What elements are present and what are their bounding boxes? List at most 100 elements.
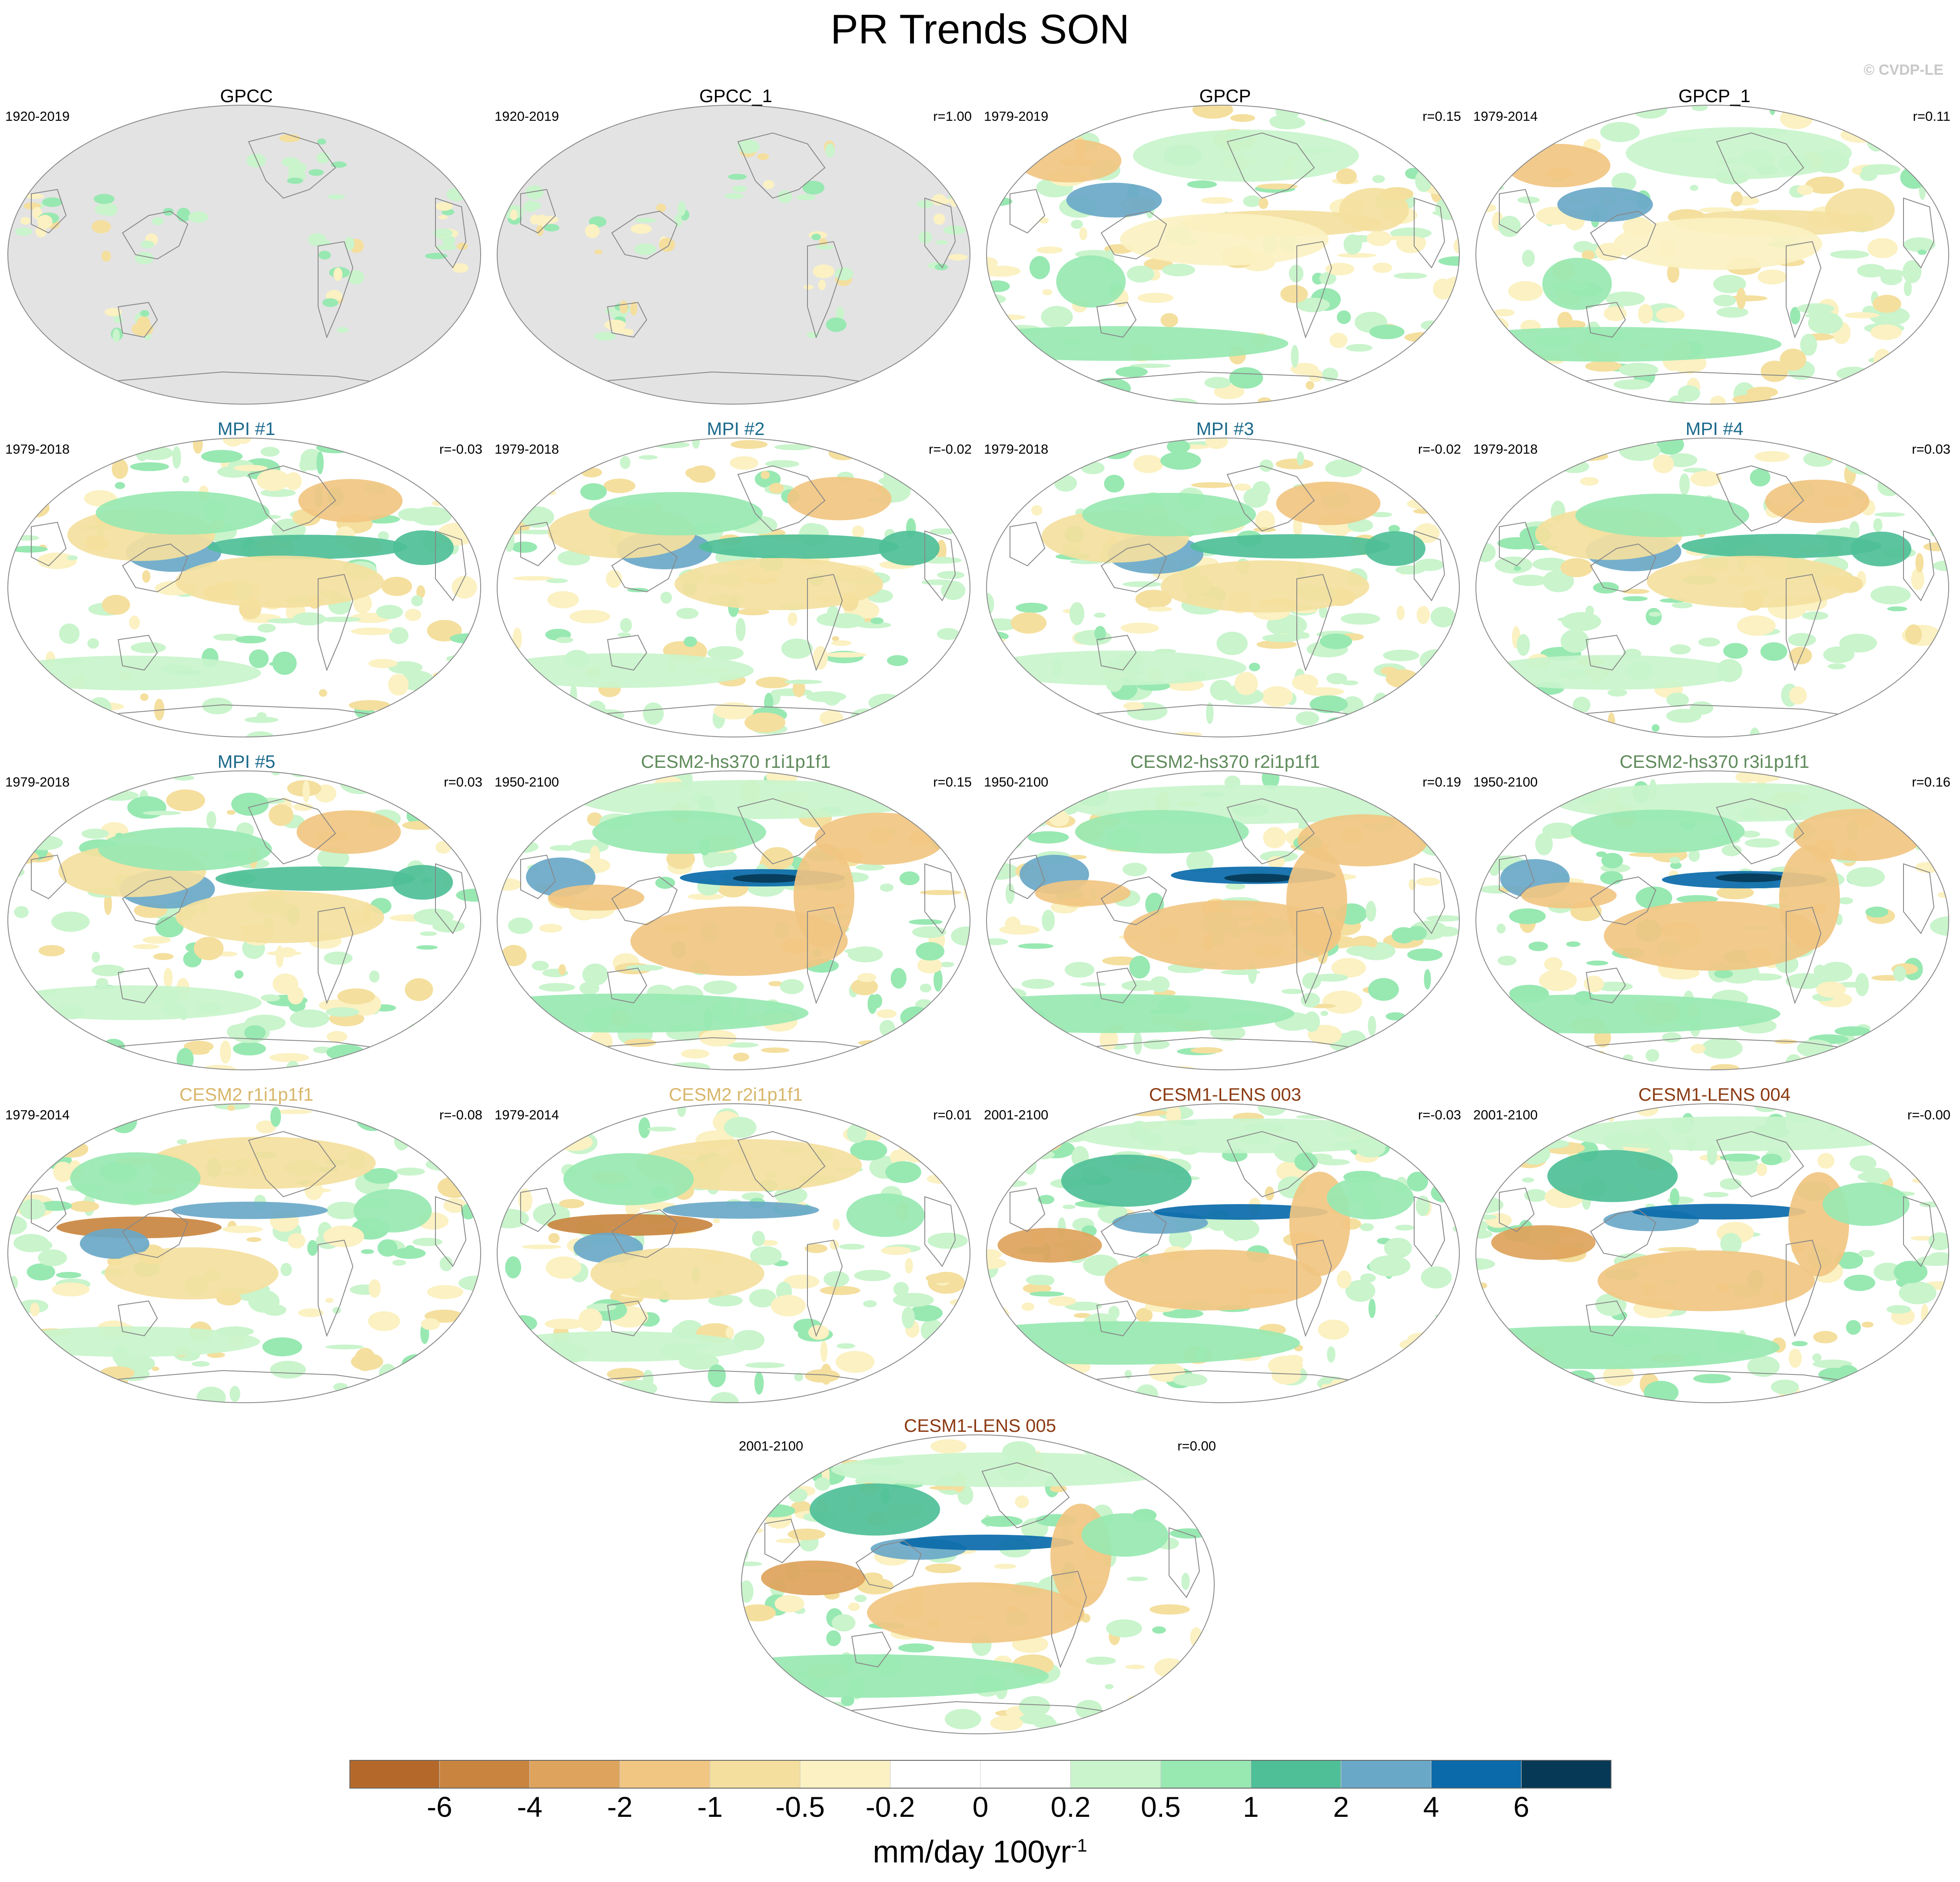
trend-patch xyxy=(1186,850,1214,873)
trend-patch xyxy=(193,936,224,960)
coastline xyxy=(1786,574,1822,671)
trend-patch xyxy=(590,845,600,865)
trend-patch xyxy=(1860,1046,1882,1059)
trend-patch xyxy=(1123,863,1147,876)
trend-patch xyxy=(1094,612,1106,618)
trend-patch xyxy=(347,270,365,285)
trend-patch xyxy=(326,1044,365,1061)
trend-patch xyxy=(741,1604,776,1622)
trend-patch xyxy=(581,467,602,478)
coastline xyxy=(248,132,336,199)
trend-patch xyxy=(926,1273,956,1284)
trend-patch xyxy=(1308,368,1323,382)
trend-patch xyxy=(1750,468,1771,487)
trend-patch xyxy=(140,693,149,701)
trend-patch xyxy=(1478,809,1492,820)
trend-patch xyxy=(1281,989,1304,994)
coastline xyxy=(1585,1300,1626,1337)
coastline xyxy=(1590,876,1657,926)
trend-patch xyxy=(802,180,825,195)
panel-title: MPI #1 xyxy=(217,418,276,439)
coastline xyxy=(1296,574,1332,671)
trend-patch xyxy=(1797,303,1834,314)
panel-period: 1979-2018 xyxy=(5,441,70,457)
trend-feature xyxy=(171,1202,328,1219)
trend-patch xyxy=(1394,272,1427,279)
trend-patch xyxy=(1292,674,1319,691)
trend-patch xyxy=(864,726,897,737)
trend-patch xyxy=(808,1325,829,1340)
trend-patch xyxy=(769,483,784,494)
trend-patch xyxy=(1813,1331,1837,1344)
trend-patch xyxy=(570,684,577,706)
trend-patch xyxy=(1787,633,1816,647)
robinson-map xyxy=(1475,438,1949,737)
trend-patch xyxy=(1573,241,1594,253)
panel-title: CESM1-LENS 005 xyxy=(904,1415,1056,1436)
trend-patch xyxy=(395,1167,425,1176)
trend-patch xyxy=(992,146,1010,161)
trend-patch xyxy=(20,217,31,225)
trend-patch xyxy=(930,455,946,477)
trend-patch xyxy=(1902,260,1922,283)
trend-patch xyxy=(676,607,699,619)
trend-patch xyxy=(836,1343,855,1349)
trend-patch xyxy=(1368,978,1399,1001)
coastline xyxy=(924,1196,956,1267)
trend-patch xyxy=(1490,690,1515,713)
panel-title: MPI #5 xyxy=(217,751,276,772)
trend-patch xyxy=(206,811,216,829)
trend-patch xyxy=(1885,1365,1912,1374)
trend-feature xyxy=(630,906,848,976)
coastline xyxy=(1786,241,1822,339)
trend-patch xyxy=(1476,1258,1495,1270)
trend-patch xyxy=(1904,444,1913,450)
coastline xyxy=(1499,1187,1535,1232)
colorbar-bin xyxy=(1250,1760,1342,1789)
trend-patch xyxy=(1757,269,1787,285)
trend-patch xyxy=(270,1106,281,1127)
colorbar-frame xyxy=(349,1760,1611,1789)
panel-period: 2001-2100 xyxy=(739,1438,804,1454)
trend-patch xyxy=(1069,602,1085,625)
trend-patch xyxy=(737,139,760,154)
trend-patch xyxy=(1839,634,1877,653)
trend-patch xyxy=(339,772,380,794)
trend-patch xyxy=(793,1724,806,1734)
trend-patch xyxy=(511,541,537,553)
panel-period: 2001-2100 xyxy=(984,1107,1049,1122)
trend-patch xyxy=(1360,1273,1376,1283)
trend-patch xyxy=(868,694,904,712)
trend-patch xyxy=(91,220,111,234)
trend-patch xyxy=(425,1158,462,1171)
trend-patch xyxy=(368,659,398,668)
trend-patch xyxy=(402,820,439,830)
trend-patch xyxy=(1946,948,1949,956)
trend-patch xyxy=(102,1065,114,1070)
trend-patch xyxy=(60,1129,72,1150)
map-panel: CESM2-hs370 r2i1p1f1 1950-2100 r=0.19 xyxy=(984,751,1466,1081)
trend-field xyxy=(1476,438,1949,737)
trend-patch xyxy=(298,1308,324,1318)
trend-patch xyxy=(1368,1298,1376,1318)
trend-patch xyxy=(376,605,403,619)
trend-patch xyxy=(269,804,294,826)
trend-patch xyxy=(1746,973,1782,981)
trend-patch xyxy=(392,1260,406,1266)
trend-patch xyxy=(1929,513,1937,537)
trend-patch xyxy=(999,925,1040,935)
trend-patch xyxy=(545,1318,585,1329)
trend-patch xyxy=(435,841,452,854)
trend-feature xyxy=(497,653,754,688)
trend-patch xyxy=(1002,1142,1010,1150)
trend-patch xyxy=(1149,976,1170,992)
trend-patch xyxy=(1478,461,1519,481)
trend-patch xyxy=(518,805,529,819)
trend-patch xyxy=(108,1396,128,1403)
trend-patch xyxy=(497,855,511,869)
trend-patch xyxy=(1003,162,1021,176)
colorbar-bin xyxy=(1160,1760,1251,1789)
trend-patch xyxy=(659,238,675,252)
trend-patch xyxy=(830,1240,839,1250)
trend-patch xyxy=(66,555,78,561)
